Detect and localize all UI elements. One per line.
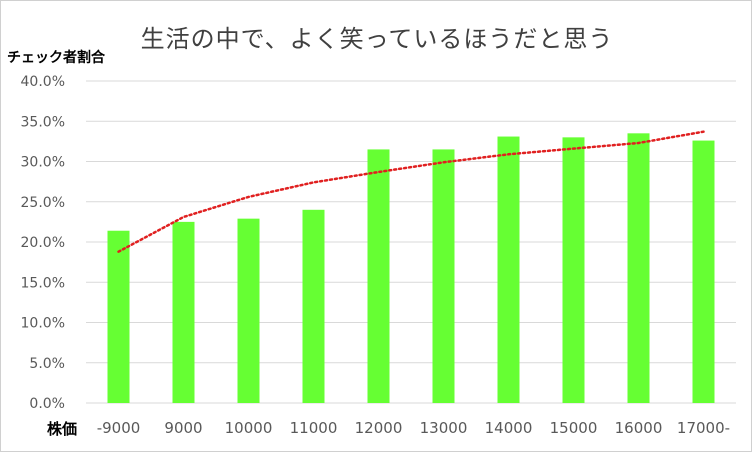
y-tick-label: 35.0% [21,114,65,130]
chart-title: 生活の中で、よく笑っているほうだと思う [140,25,614,53]
y-tick-label: 30.0% [21,155,65,171]
y-tick-label: 15.0% [21,275,65,291]
x-tick-label: 13000 [420,419,468,437]
y-tick-label: 5.0% [29,356,65,372]
y-tick-label: 20.0% [21,235,65,251]
y-tick-label: 25.0% [21,195,65,211]
y-tick-label: 0.0% [29,396,65,412]
bar [432,149,455,403]
x-tick-label: 11000 [290,419,338,437]
bar [367,149,390,403]
x-tick-label: 17000- [677,419,730,437]
y-tick-label: 10.0% [21,316,65,332]
bar [627,133,650,403]
x-tick-label: 15000 [550,419,598,437]
y-axis-title: チェック者割合 [7,50,105,66]
bar [302,209,325,403]
bar [692,140,715,403]
bar [562,137,585,403]
bar [237,218,260,403]
trendline [117,130,705,253]
x-tick-label: 12000 [355,419,403,437]
x-tick-label: 16000 [615,419,663,437]
x-tick-label: -9000 [97,419,141,437]
x-tick-label: 9000 [164,419,202,437]
y-tick-label: 40.0% [21,74,65,90]
x-tick-label: 10000 [225,419,273,437]
x-tick-label: 14000 [485,419,533,437]
bar [497,136,520,404]
bar [107,230,130,403]
bar [172,221,195,403]
x-axis-title: 株価 [47,420,78,438]
